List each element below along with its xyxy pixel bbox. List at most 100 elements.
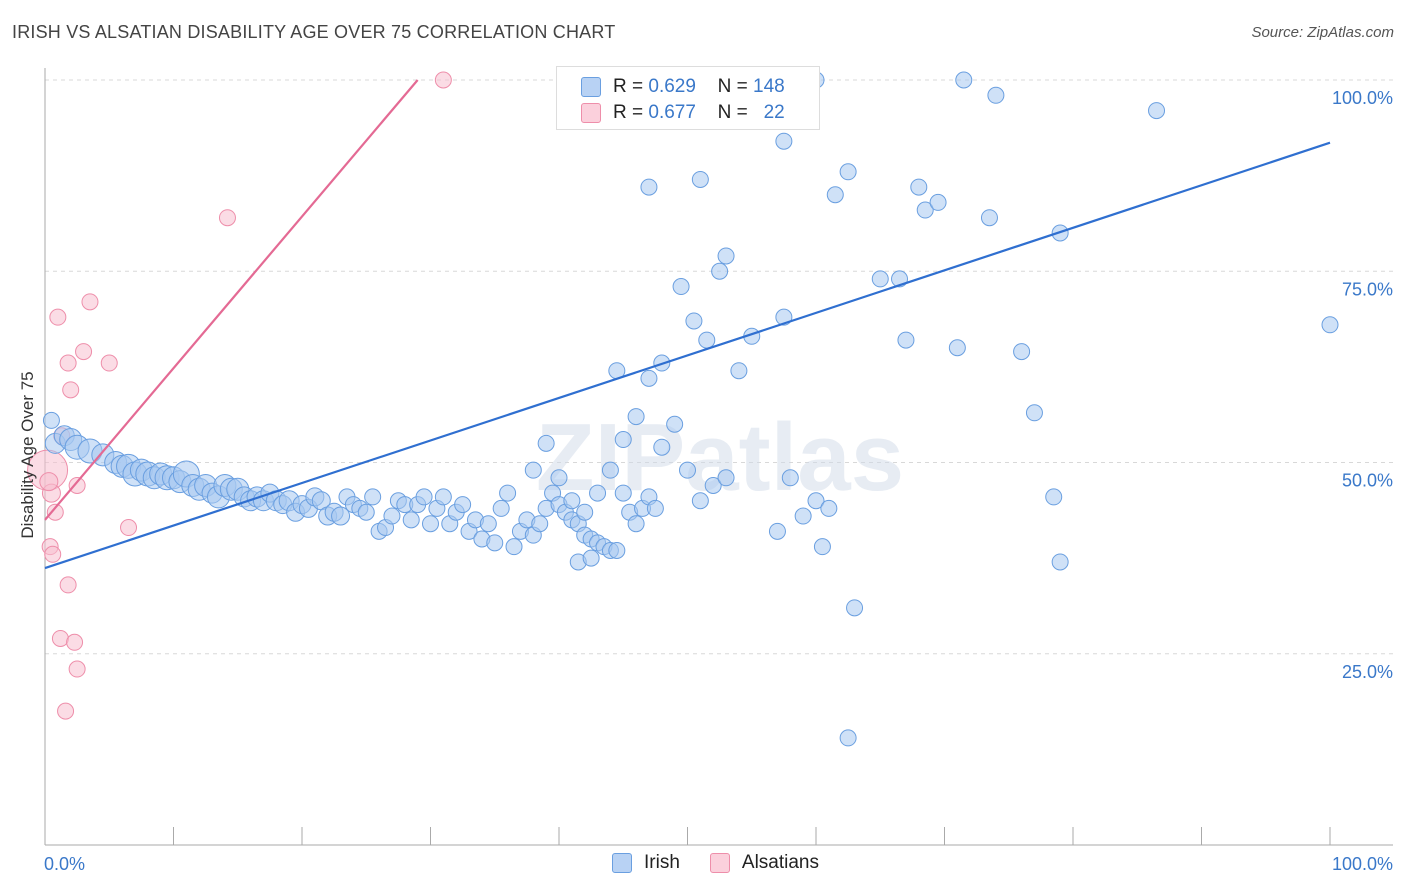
irish-point-124 — [813, 538, 831, 556]
alsatians-point-17 — [68, 660, 86, 678]
alsatians-point-6 — [62, 381, 80, 399]
irish-point-92 — [524, 461, 542, 479]
irish-point-58 — [434, 488, 452, 506]
legend-item-irish[interactable]: Irish — [612, 852, 680, 874]
alsatians-point-20 — [434, 71, 452, 89]
irish-point-86 — [614, 484, 632, 502]
irish-point-142 — [1045, 488, 1063, 506]
alsatians-point-15 — [51, 629, 69, 647]
alsatians-point-5 — [59, 354, 77, 372]
irish-point-135 — [980, 209, 998, 227]
irish-point-93 — [537, 434, 555, 452]
irish-point-109 — [717, 469, 735, 487]
irish-point-102 — [627, 408, 645, 426]
irish-legend-swatch — [612, 853, 632, 873]
irish-point-126 — [826, 186, 844, 204]
irish-legend-label: Irish — [644, 852, 680, 873]
irish-point-107 — [691, 492, 709, 510]
alsatians-trendline — [44, 79, 419, 521]
irish-point-65 — [479, 515, 497, 533]
irish-point-120 — [768, 522, 786, 540]
irish-point-42 — [331, 506, 351, 526]
irish-point-61 — [454, 496, 472, 514]
alsatians-point-21 — [39, 472, 59, 492]
legend-item-alsatians[interactable]: Alsatians — [709, 852, 820, 874]
alsatians-legend-label: Alsatians — [741, 852, 820, 873]
irish-point-117 — [730, 362, 748, 380]
irish-points — [42, 71, 1339, 747]
y-axis-label: Disability Age Over 75 — [18, 371, 37, 538]
irish-point-116 — [717, 247, 735, 265]
alsatians-swatch — [581, 103, 601, 123]
irish-point-134 — [948, 339, 966, 357]
irish-point-46 — [357, 503, 375, 521]
irish-point-91 — [646, 499, 664, 517]
irish-point-103 — [640, 369, 658, 387]
alsatians-point-7 — [68, 476, 86, 494]
irish-point-130 — [897, 331, 915, 349]
irish-point-55 — [415, 488, 433, 506]
series-legend: Irish Alsatians — [612, 852, 849, 874]
irish-point-112 — [672, 278, 690, 296]
y-tick-label-2: 50.0% — [1342, 471, 1393, 491]
irish-point-104 — [653, 438, 671, 456]
irish-point-132 — [916, 201, 934, 219]
irish-point-136 — [1013, 343, 1031, 361]
legend-row-irish: R = 0.629 N = 148 — [581, 75, 785, 99]
irish-trendline — [44, 141, 1331, 570]
y-tick-label-0: 100.0% — [1332, 88, 1393, 108]
irish-point-105 — [666, 415, 684, 433]
irish-point-0 — [42, 411, 60, 429]
alsatians-point-2 — [46, 503, 64, 521]
n-label: N = — [712, 102, 764, 123]
alsatians-point-13 — [44, 545, 62, 563]
irish-point-94 — [550, 469, 568, 487]
irish-point-69 — [505, 538, 523, 556]
alsatians-legend-swatch — [709, 853, 730, 873]
alsatians-point-8 — [75, 343, 93, 361]
irish-point-53 — [402, 511, 420, 529]
irish-point-67 — [492, 499, 510, 517]
irish-point-96 — [576, 503, 594, 521]
gridlines — [45, 79, 1393, 655]
r-label: R = — [613, 76, 649, 97]
irish-point-141 — [1051, 553, 1069, 571]
irish-point-133 — [929, 193, 947, 211]
y-tick-label-3: 25.0% — [1342, 662, 1393, 682]
chart-title: IRISH VS ALSATIAN DISABILITY AGE OVER 75… — [12, 22, 616, 42]
irish-point-123 — [807, 492, 825, 510]
irish-point-99 — [582, 549, 600, 567]
irish-point-97 — [589, 484, 607, 502]
irish-point-139 — [846, 599, 864, 617]
alsatians-point-16 — [66, 633, 84, 651]
trendlines — [44, 79, 1331, 570]
irish-point-101 — [614, 431, 632, 449]
irish-point-88 — [627, 515, 645, 533]
irish-point-128 — [871, 270, 889, 288]
irish-point-85 — [608, 541, 626, 559]
irish-point-125 — [820, 499, 838, 517]
x-tick-label-max: 100.0% — [1332, 854, 1393, 874]
correlation-legend: R = 0.629 N = 148 R = 0.677 N = 22 — [556, 66, 820, 130]
chart-source: Source: ZipAtlas.com — [1251, 24, 1394, 41]
alsatians-r-value: 0.677 — [648, 102, 696, 123]
alsatians-point-10 — [100, 354, 118, 372]
irish-point-108 — [704, 476, 722, 494]
n-label: N = — [712, 76, 754, 97]
irish-point-140 — [839, 729, 857, 747]
irish-point-137 — [1025, 404, 1043, 422]
irish-point-121 — [781, 469, 799, 487]
irish-point-56 — [422, 515, 439, 533]
irish-point-143 — [640, 178, 658, 196]
alsatians-point-14 — [59, 576, 77, 594]
r-label: R = — [613, 102, 649, 123]
y-tick-label-1: 75.0% — [1342, 279, 1393, 299]
irish-point-127 — [839, 163, 857, 181]
irish-point-113 — [685, 312, 703, 330]
irish-point-148 — [955, 71, 973, 89]
irish-point-144 — [691, 170, 709, 188]
alsatians-point-18 — [57, 702, 75, 720]
irish-point-131 — [910, 178, 928, 196]
alsatians-n-value: 22 — [763, 102, 785, 123]
irish-point-150 — [987, 86, 1005, 104]
